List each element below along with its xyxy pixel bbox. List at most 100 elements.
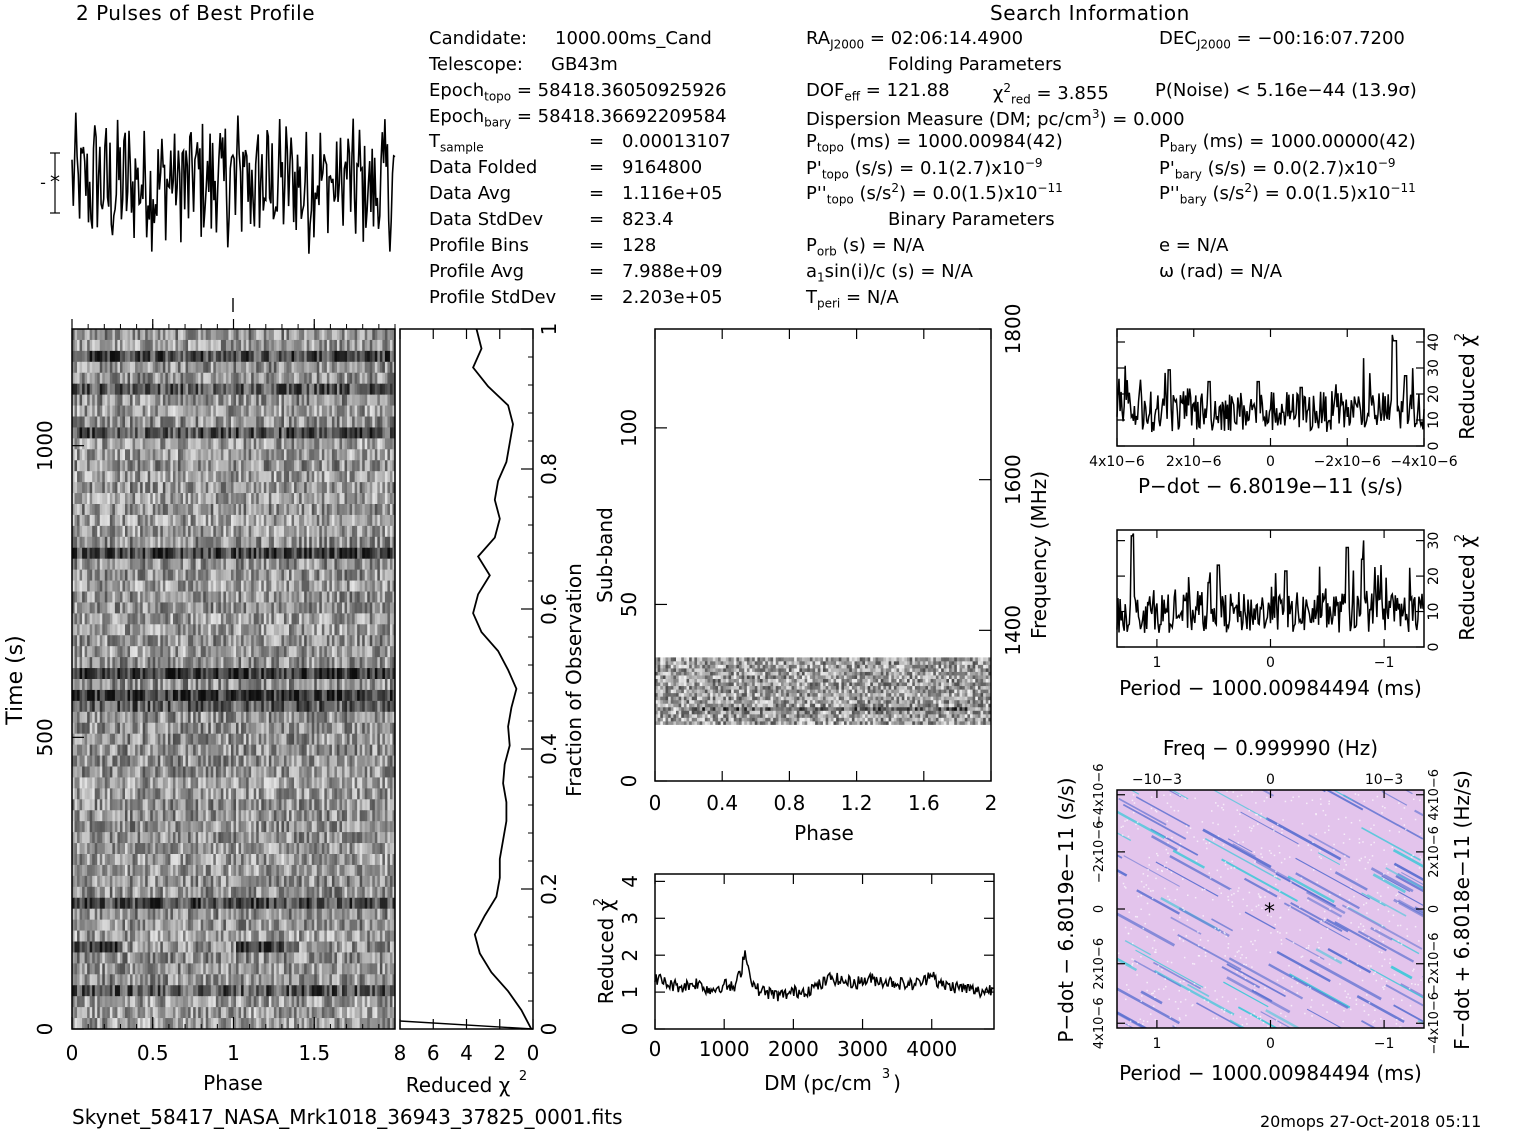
time-phase-cell (289, 558, 292, 571)
time-phase-cell (319, 700, 323, 713)
time-phase-cell (344, 350, 348, 363)
time-phase-cell (301, 350, 305, 363)
time-phase-cell (364, 372, 368, 385)
time-phase-cell (273, 361, 277, 374)
time-phase-cell (278, 339, 282, 352)
time-phase-cell (379, 525, 383, 538)
time-phase-cell (157, 711, 161, 724)
time-phase-cell (321, 668, 325, 680)
time-phase-cell (74, 383, 78, 396)
time-phase-cell (314, 504, 318, 516)
time-phase-cell (283, 350, 287, 363)
time-phase-cell (107, 416, 111, 428)
time-phase-cell (177, 329, 181, 341)
time-phase-cell (87, 733, 91, 746)
time-phase-cell (266, 449, 270, 461)
time-phase-cell (241, 350, 244, 363)
time-phase-cell (311, 635, 315, 647)
time-phase-cell (210, 711, 214, 724)
time-phase-cell (180, 657, 184, 669)
time-phase-cell (208, 733, 212, 746)
time-phase-cell (142, 394, 146, 406)
data-avg-eq: = (589, 183, 605, 204)
time-phase-cell (392, 438, 395, 450)
time-phase-cell (364, 427, 368, 439)
time-phase-cell (183, 580, 186, 592)
time-phase-cell (152, 591, 156, 603)
time-phase-cell (243, 449, 247, 461)
time-phase-cell (359, 689, 363, 702)
time-phase-cell (352, 416, 356, 428)
time-phase-cell (301, 722, 305, 735)
time-phase-cell (188, 591, 191, 603)
time-phase-cell (198, 525, 202, 538)
time-phase-cell (135, 689, 139, 702)
time-phase-cell (177, 460, 181, 472)
time-phase-cell (99, 438, 103, 450)
time-phase-cell (145, 700, 149, 713)
time-phase-cell (243, 339, 247, 352)
time-phase-cell (362, 416, 366, 428)
time-phase-cell (248, 580, 252, 592)
time-phase-cell (155, 449, 159, 461)
time-phase-cell (130, 372, 133, 385)
time-phase-cell (364, 679, 368, 691)
time-phase-cell (304, 504, 308, 516)
time-phase-cell (331, 536, 335, 549)
time-phase-cell (306, 449, 310, 461)
time-phase-cell (233, 624, 237, 636)
time-phase-cell (261, 339, 265, 352)
time-phase-cell (147, 504, 151, 516)
time-phase-cell (162, 536, 166, 549)
time-phase-cell (137, 613, 141, 625)
time-phase-cell (180, 372, 184, 385)
time-phase-cell (342, 657, 345, 669)
time-phase-cell (352, 733, 356, 746)
time-phase-cell (112, 329, 116, 341)
time-phase-cell (258, 361, 262, 374)
time-phase-cell (372, 405, 376, 417)
time-phase-cell (162, 525, 166, 538)
time-phase-cell (241, 580, 244, 592)
time-phase-cell (160, 361, 164, 374)
time-phase-cell (336, 438, 340, 450)
time-phase-cell (377, 689, 381, 702)
time-phase-cell (339, 504, 343, 516)
time-phase-cell (326, 449, 330, 461)
time-phase-cell (379, 536, 383, 549)
time-phase-cell (215, 460, 219, 472)
time-phase-cell (377, 547, 381, 560)
time-phase-cell (349, 514, 353, 527)
time-phase-cell (92, 493, 96, 505)
time-phase-cell (112, 383, 116, 396)
time-phase-cell (82, 493, 86, 505)
time-phase-cell (132, 722, 136, 735)
time-phase-cell (251, 383, 255, 396)
time-phase-cell (140, 700, 144, 713)
time-phase-cell (142, 580, 146, 592)
time-phase-cell (157, 558, 161, 571)
time-phase-cell (311, 646, 315, 658)
time-phase-cell (384, 722, 388, 735)
time-phase-cell (145, 558, 149, 571)
time-phase-cell (384, 536, 388, 549)
time-phase-cell (382, 372, 386, 385)
time-phase-cell (109, 405, 113, 417)
time-phase-cell (200, 711, 204, 724)
time-phase-cell (218, 722, 222, 735)
time-phase-cell (309, 471, 313, 483)
time-phase-cell (311, 493, 315, 505)
time-phase-cell (309, 722, 313, 735)
time-phase-cell (314, 711, 318, 724)
chi2-label: χ (993, 83, 1004, 104)
time-phase-cell (175, 558, 179, 571)
time-phase-cell (268, 449, 272, 461)
time-phase-cell (175, 591, 179, 603)
time-phase-cell (180, 514, 184, 527)
time-phase-cell (294, 613, 297, 625)
time-phase-cell (162, 646, 166, 658)
time-phase-cell (185, 482, 189, 494)
time-phase-cell (233, 372, 237, 385)
time-phase-cell (294, 471, 297, 483)
time-phase-cell (324, 536, 328, 549)
